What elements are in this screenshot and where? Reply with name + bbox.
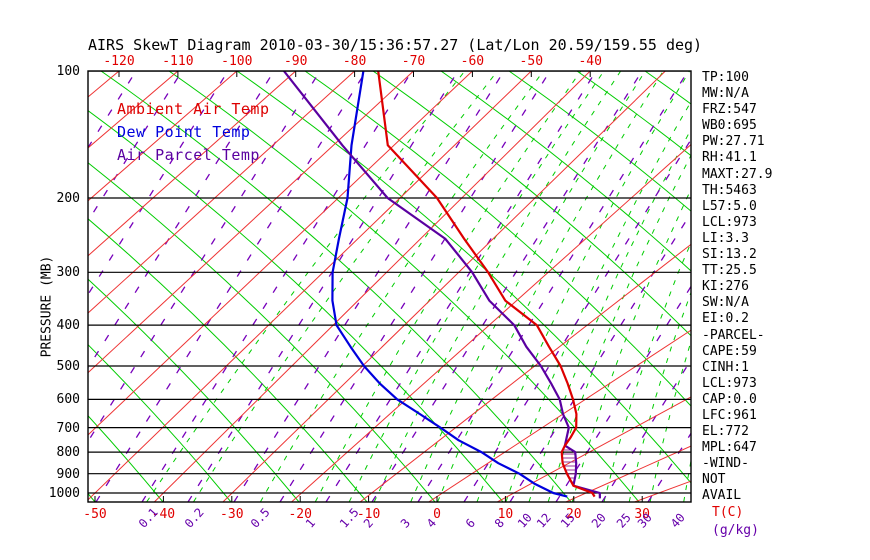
pressure-tick-label: 900	[56, 466, 80, 482]
bottom-temp-tick: 0	[433, 507, 441, 522]
stats-line: MPL:647	[702, 440, 757, 456]
stats-line: SI:13.2	[702, 247, 757, 263]
stats-line: RH:41.1	[702, 150, 757, 166]
stats-line: EI:0.2	[702, 311, 749, 327]
stats-line: CAP:0.0	[702, 391, 757, 407]
top-temp-tick: -60	[460, 54, 485, 69]
top-temp-tick: -90	[283, 54, 308, 69]
bottom-temp-tick: -50	[83, 507, 107, 522]
stats-line: MAXT:27.9	[702, 166, 773, 182]
legend-item-parcel: Air Parcel Temp	[117, 146, 260, 164]
legend-item-dewpoint: Dew Point Temp	[117, 123, 251, 141]
stats-line: LFC:961	[702, 407, 757, 423]
top-temp-tick: -120	[103, 54, 135, 69]
stats-line: -WIND-	[702, 456, 749, 472]
pressure-tick-label: 800	[56, 445, 80, 461]
stats-panel: TP:100 MW:N/A FRZ:547 WB0:695 PW:27.71 RH:41.…	[702, 70, 772, 505]
mixing-ratio-unit: (g/kg)	[712, 523, 759, 538]
stats-line: MW:N/A	[702, 86, 749, 102]
stats-line: LI:3.3	[702, 230, 749, 246]
top-temp-tick: -100	[221, 54, 253, 69]
stats-line: EL:772	[702, 424, 749, 440]
pressure-tick-label: 500	[56, 358, 80, 374]
stats-line: LCL:973	[702, 214, 757, 230]
page-title: AIRS SkewT Diagram 2010-03-30/15:36:57.2…	[88, 36, 703, 54]
top-temp-tick: -80	[342, 54, 367, 69]
pressure-tick-label: 100	[56, 64, 80, 79]
stats-line: WB0:695	[702, 118, 757, 134]
stats-line: NOT	[702, 472, 726, 488]
pressure-tick-label: 600	[56, 392, 80, 408]
bottom-temp-tick: 20	[565, 507, 582, 522]
bottom-temp-tick: -30	[220, 507, 244, 522]
stats-line: SW:N/A	[702, 295, 749, 311]
pressure-tick-label: 700	[56, 420, 80, 436]
stats-line: AVAIL	[702, 488, 742, 504]
stats-line: KI:276	[702, 279, 749, 295]
bottom-temp-tick: -20	[288, 507, 312, 522]
pressure-tick-label: 200	[56, 191, 80, 207]
top-temp-tick: -110	[162, 54, 194, 69]
pressure-tick-label: 400	[56, 318, 80, 334]
stats-line: TH:5463	[702, 182, 757, 198]
pressure-axis-title: PRESSURE (MB)	[39, 255, 55, 358]
stats-line: FRZ:547	[702, 102, 757, 118]
bottom-temp-tick: 10	[497, 507, 514, 522]
stats-line: L57:5.0	[702, 198, 757, 214]
stats-line: CAPE:59	[702, 343, 757, 359]
stats-line: TP:100	[702, 70, 749, 85]
stats-line: -PARCEL-	[702, 327, 765, 343]
bottom-temp-tick: -40	[151, 507, 176, 522]
stats-line: LCL:973	[702, 375, 757, 391]
stats-line: TT:25.5	[702, 263, 757, 279]
bottom-temp-tick: -10	[356, 507, 381, 522]
pressure-tick-label: 300	[56, 265, 80, 281]
top-temp-tick: -70	[401, 54, 426, 69]
pressure-tick-label: 1000	[48, 486, 80, 501]
top-temp-tick: -40	[578, 54, 602, 69]
legend-item-ambient: Ambient Air Temp	[117, 100, 270, 118]
top-temp-tick: -50	[519, 54, 544, 69]
stats-line: PW:27.71	[702, 134, 765, 150]
stats-line: CINH:1	[702, 359, 749, 375]
temp-axis-unit: T(C)	[712, 505, 744, 520]
bottom-temp-tick: 30	[634, 507, 651, 522]
